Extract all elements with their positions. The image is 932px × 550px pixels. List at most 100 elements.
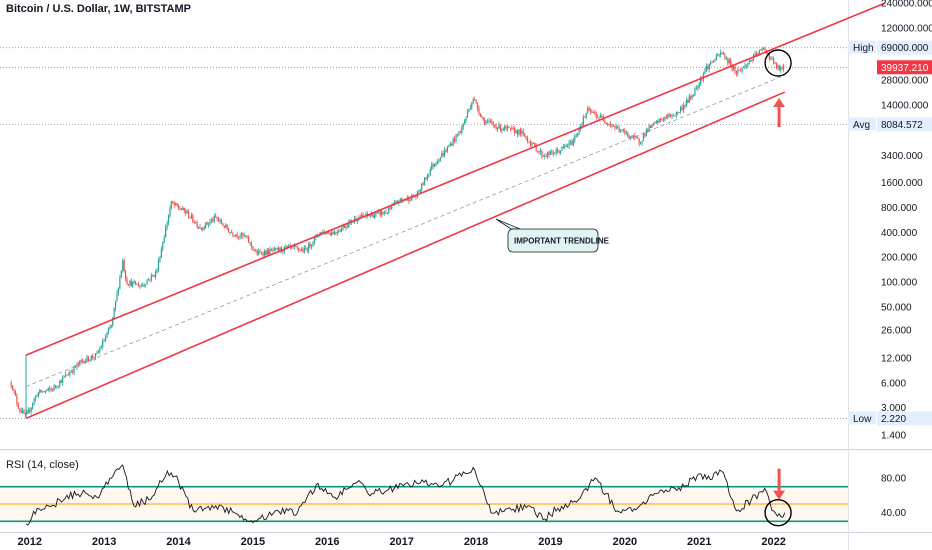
candle-body <box>345 226 347 229</box>
candle-body <box>655 120 657 123</box>
price-tick-label: 1600.000 <box>881 178 923 189</box>
candle-body <box>39 389 41 393</box>
candle-body <box>737 69 739 74</box>
candle-body <box>295 246 297 247</box>
candle-body <box>754 53 756 55</box>
candle-body <box>169 208 171 216</box>
candle-body <box>348 222 350 227</box>
candle-body <box>187 211 190 218</box>
candle-body <box>132 281 134 286</box>
candle-body <box>156 269 158 272</box>
candle-body <box>372 213 374 218</box>
candle-body <box>222 223 224 226</box>
candle-body <box>524 133 526 137</box>
candle-body <box>465 117 467 121</box>
candle-body <box>42 391 44 393</box>
candle-body <box>591 112 593 113</box>
candle-body <box>433 163 436 167</box>
candle-body <box>577 132 579 137</box>
candle-body <box>712 61 715 63</box>
candle-body <box>456 134 459 135</box>
candle-body <box>296 246 298 248</box>
candle-body <box>289 245 291 247</box>
candle-body <box>266 249 268 255</box>
candle-body <box>235 234 237 237</box>
candle-body <box>166 222 168 228</box>
candle-body <box>622 129 625 131</box>
candle-body <box>498 124 500 128</box>
candle-body <box>691 94 693 99</box>
year-tick-label: 2017 <box>389 536 413 548</box>
candle-body <box>312 242 314 246</box>
candle-body <box>63 376 65 378</box>
candle-body <box>718 54 720 56</box>
candle-body <box>215 216 217 217</box>
candle-body <box>740 70 742 72</box>
candle-body <box>664 116 666 120</box>
candle-body <box>466 111 469 118</box>
candle-body <box>649 125 652 128</box>
candle-body <box>730 60 732 67</box>
candle-body <box>741 67 743 71</box>
candle-body <box>136 283 138 285</box>
arrow-down-head <box>773 490 786 500</box>
candle-body <box>162 242 164 250</box>
candle-body <box>439 157 441 161</box>
candle-body <box>34 396 37 400</box>
candle-body <box>581 125 583 127</box>
candle-body <box>146 280 148 285</box>
candle-body <box>532 142 534 144</box>
candle-body <box>220 219 223 224</box>
candle-body <box>681 107 683 110</box>
candle-body <box>100 346 102 349</box>
candle-body <box>522 131 524 134</box>
price-tick-label: 3400.000 <box>881 151 923 162</box>
level-value-bg <box>877 411 932 426</box>
candle-body <box>438 160 440 162</box>
candle-body <box>248 237 250 243</box>
candle-body <box>79 360 81 365</box>
candle-body <box>516 130 519 135</box>
candle-body <box>725 59 728 60</box>
candle-body <box>330 232 333 235</box>
candle-body <box>721 52 723 54</box>
candle-body <box>518 129 520 135</box>
year-tick-label: 2014 <box>166 536 191 548</box>
price-axis[interactable]: 240000.000 120000.000 69000.000 39937.21028… <box>877 0 932 441</box>
candle-body <box>227 229 230 233</box>
candle-body <box>492 123 494 125</box>
candle-body <box>750 60 752 62</box>
candle-body <box>688 96 690 103</box>
candle-body <box>285 246 287 248</box>
candle-body <box>159 257 161 261</box>
candle-body <box>489 120 491 122</box>
candle-body <box>598 116 600 118</box>
price-tick-label: 50.000 <box>881 302 912 313</box>
candle-body <box>538 151 540 153</box>
time-axis[interactable]: 2012 2013 2014 2015 2016 2017 2018 2019 2020 2021… <box>18 536 786 548</box>
candle-body <box>182 207 184 210</box>
candle-body <box>745 64 748 66</box>
level-name-avg: Avg <box>853 120 870 131</box>
candle-body <box>239 236 241 238</box>
candle-body <box>83 360 85 364</box>
candle-body <box>621 129 623 131</box>
price-tick-label: 26.000 <box>881 326 912 337</box>
candle-body <box>601 115 603 118</box>
candle-body <box>77 363 79 365</box>
candle-body <box>225 224 227 228</box>
candle-body <box>326 232 328 234</box>
candle-body <box>521 131 523 134</box>
candle-body <box>205 222 207 228</box>
candle-body <box>206 222 208 225</box>
candle-body <box>269 249 271 255</box>
candle-body <box>275 248 277 249</box>
candle-body <box>263 251 265 256</box>
candle-body <box>133 281 135 283</box>
candle-body <box>654 122 656 124</box>
candle-body <box>732 66 735 70</box>
candle-body <box>488 120 490 122</box>
candle-body <box>33 399 35 405</box>
